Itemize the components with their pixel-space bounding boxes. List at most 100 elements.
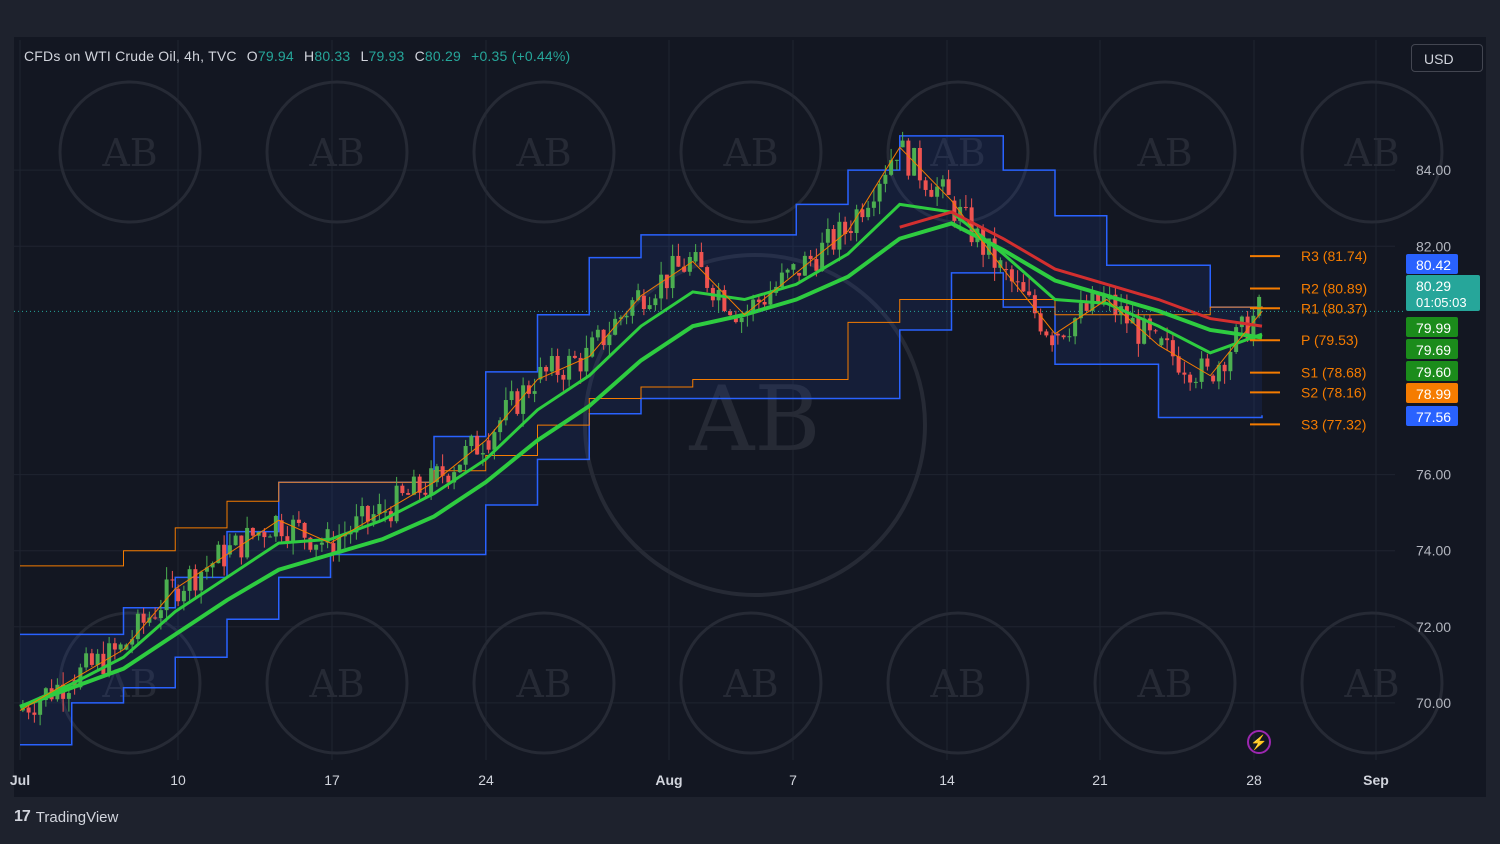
pivot-label: R1 (80.37) (1301, 300, 1367, 316)
candle-body (768, 292, 773, 305)
candle-body (969, 207, 974, 243)
candle-body (394, 485, 399, 522)
price-label-box (1406, 383, 1458, 403)
lightning-icon[interactable]: ⚡ (1247, 730, 1271, 754)
candle-body (791, 264, 796, 270)
candle-body (1193, 381, 1198, 383)
channel-upper (20, 135, 1263, 636)
candle-body (1101, 294, 1106, 304)
candle-body (291, 519, 296, 543)
y-tick-label: 74.00 (1416, 543, 1451, 559)
candle-body (739, 317, 744, 323)
open-label: O (246, 48, 258, 64)
candle-body (641, 295, 646, 310)
watermark-ring (265, 611, 409, 755)
price-label-value: 80.29 (1416, 278, 1451, 294)
candle-body (354, 516, 359, 533)
candle-body (549, 356, 554, 372)
candle-body (854, 209, 859, 234)
candle-body (935, 186, 940, 197)
candle-body (923, 180, 928, 190)
candle-body (233, 535, 238, 546)
candle-body (866, 207, 871, 218)
footer-brand[interactable]: 17 TradingView (14, 808, 118, 826)
watermark-text: AB (1136, 131, 1192, 175)
candle-body (1153, 330, 1158, 332)
x-tick-label: 24 (478, 772, 494, 788)
candle-body (676, 255, 681, 267)
x-tick-label: Sep (1363, 772, 1389, 788)
ema-slow-line (19, 221, 1263, 709)
candle-body (176, 588, 181, 602)
candle-body (1142, 318, 1147, 344)
close-value: 80.29 (424, 48, 461, 64)
candle-body (199, 571, 204, 591)
candle-body (434, 466, 439, 483)
candle-body (992, 238, 997, 268)
currency-selector[interactable]: USD (1411, 44, 1483, 72)
watermark-ring (58, 80, 202, 224)
candle-body (187, 569, 192, 591)
candle-body (590, 337, 595, 357)
watermark-text: AB (308, 662, 364, 706)
price-axis: 84.00 82.00 76.00 74.00 72.00 70.00 (1416, 162, 1451, 711)
price-label-countdown: 01:05:03 (1416, 295, 1467, 310)
watermark-text: AB (1136, 662, 1192, 706)
candle-body (756, 299, 761, 302)
candle-body (1021, 282, 1026, 292)
candle-body (877, 183, 882, 202)
change-percent: (+0.44%) (511, 48, 571, 64)
x-tick-label: 7 (789, 772, 797, 788)
candle-body (440, 466, 445, 476)
candle-body (296, 519, 301, 523)
candle-body (567, 355, 572, 380)
candle-body (825, 229, 830, 243)
candle-body (216, 544, 221, 564)
watermark-ring (679, 80, 823, 224)
candle-body (664, 274, 669, 289)
watermark-ring (1093, 611, 1237, 755)
pivot-label: S2 (78.16) (1301, 384, 1366, 400)
candle-body (687, 257, 692, 272)
y-tick-label: 72.00 (1416, 619, 1451, 635)
candle-body (1170, 340, 1175, 357)
candle-body (112, 643, 117, 650)
price-label-box (1406, 339, 1458, 359)
candle-body (377, 504, 382, 515)
candle-body (193, 569, 198, 591)
candle-body (785, 269, 790, 273)
candle-body (1130, 317, 1135, 324)
candle-body (141, 613, 146, 623)
candle-body (118, 644, 123, 650)
candle-body (319, 542, 324, 545)
candle-body (843, 221, 848, 234)
candle-body (1027, 291, 1032, 296)
candle-body (544, 366, 549, 372)
x-tick-label: Jul (10, 772, 30, 788)
candle-body (538, 366, 543, 380)
candle-body (32, 712, 37, 715)
candle-body (1015, 281, 1020, 283)
ema-mid-line (19, 202, 1263, 709)
symbol-name: CFDs on WTI Crude Oil, 4h, TVC (24, 48, 237, 64)
candle-body (486, 440, 491, 450)
candle-body (66, 693, 71, 699)
candle-body (762, 301, 767, 305)
price-label-box (1406, 406, 1458, 426)
price-label-value: 79.60 (1416, 364, 1451, 380)
candle-body (480, 453, 485, 455)
x-tick-label: 10 (170, 772, 186, 788)
candle-body (647, 305, 652, 310)
candle-body (509, 391, 514, 401)
price-label-value: 78.99 (1416, 386, 1451, 402)
ema-fast-line (19, 146, 1263, 711)
pivot-label: S3 (77.32) (1301, 416, 1366, 432)
time-axis: Jul 10 17 24 Aug 7 14 21 28 Sep (10, 772, 1389, 788)
candle-body (38, 700, 43, 715)
candle-body (894, 159, 899, 161)
price-label-value: 80.42 (1416, 257, 1451, 273)
candle-body (653, 298, 658, 306)
watermark-text: AB (722, 131, 778, 175)
